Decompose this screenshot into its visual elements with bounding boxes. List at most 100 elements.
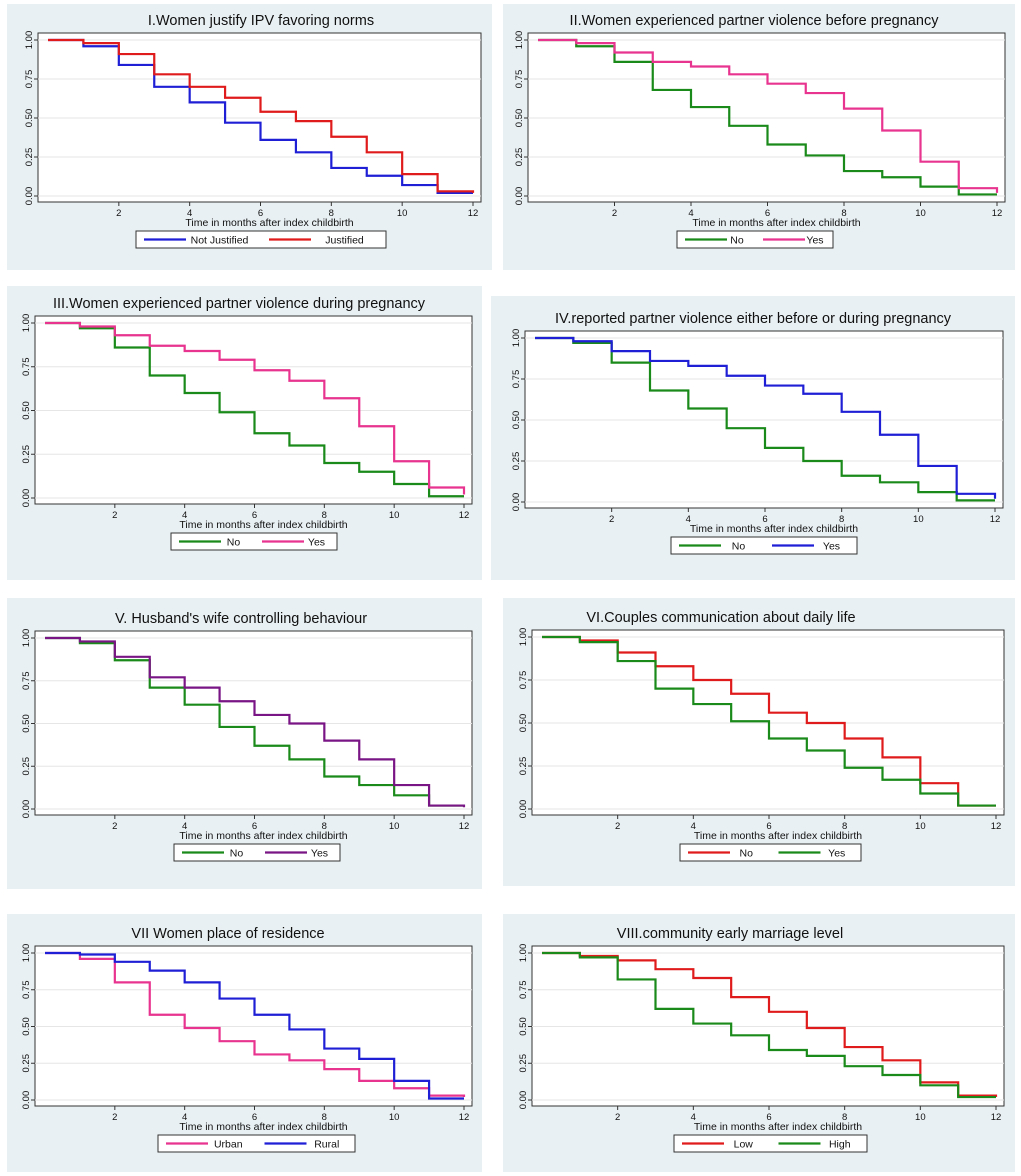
chart-title: IV.reported partner violence either befo… xyxy=(555,311,952,327)
series-line-yes xyxy=(45,636,466,808)
y-tick-label: 0.00 xyxy=(511,493,522,512)
chart-panel-8: VIII.community early marriage level 0.00 0… xyxy=(503,914,1015,1172)
y-tick-label: 1.00 xyxy=(21,314,32,333)
chart-legend: Urban Rural xyxy=(157,1134,356,1153)
km-chart-svg: IV.reported partner violence either befo… xyxy=(511,311,1004,555)
legend-box xyxy=(173,843,341,862)
x-tick-label: 4 xyxy=(182,510,187,521)
y-tick-label: 0.00 xyxy=(518,1091,529,1110)
x-tick-label: 12 xyxy=(459,1112,470,1123)
y-tick-label: 0.75 xyxy=(21,358,32,377)
series-line-high xyxy=(542,951,996,1099)
series-line-justified xyxy=(48,38,475,193)
legend-label: Yes xyxy=(823,541,840,553)
x-tick-label: 8 xyxy=(842,1112,847,1123)
y-tick-label: 0.50 xyxy=(21,401,32,420)
series-line-no xyxy=(45,321,464,498)
x-tick-label: 6 xyxy=(765,208,770,219)
legend-box xyxy=(670,536,858,555)
chart-panel-5: V. Husband's wife controlling behaviour 0… xyxy=(7,598,482,889)
x-tick-label: 10 xyxy=(915,821,926,832)
x-tick-label: 4 xyxy=(688,208,693,219)
y-tick-label: 0.25 xyxy=(511,452,522,471)
y-tick-label: 0.00 xyxy=(514,187,525,206)
y-tick-label: 0.00 xyxy=(24,187,35,206)
legend-label: Yes xyxy=(806,235,823,247)
y-tick-label: 0.75 xyxy=(21,981,32,1000)
x-tick-label: 12 xyxy=(991,821,1002,832)
legend-label: No xyxy=(732,541,746,553)
legend-label: Yes xyxy=(311,848,328,860)
legend-label: No xyxy=(230,848,244,860)
series-line-yes xyxy=(538,38,999,193)
y-tick-label: 0.50 xyxy=(518,1017,529,1036)
x-tick-label: 8 xyxy=(322,1112,327,1123)
y-tick-label: 1.00 xyxy=(21,944,32,963)
chart-title: VI.Couples communication about daily lif… xyxy=(586,610,855,626)
x-axis-label: Time in months after index childbirth xyxy=(694,830,862,842)
km-chart-svg: VI.Couples communication about daily lif… xyxy=(518,610,1005,862)
x-tick-label: 6 xyxy=(252,821,257,832)
x-tick-label: 8 xyxy=(839,514,844,525)
y-tick-label: 1.00 xyxy=(518,944,529,963)
y-tick-label: 0.25 xyxy=(24,148,35,167)
x-tick-label: 2 xyxy=(612,208,617,219)
x-tick-label: 6 xyxy=(766,1112,771,1123)
legend-label: Yes xyxy=(308,537,325,549)
x-tick-label: 8 xyxy=(841,208,846,219)
chart-title: II.Women experienced partner violence be… xyxy=(570,13,940,29)
series-line-yes xyxy=(45,321,466,495)
y-tick-label: 0.00 xyxy=(21,489,32,508)
y-tick-label: 0.75 xyxy=(24,70,35,89)
y-tick-label: 0.50 xyxy=(518,714,529,733)
chart-legend: No Yes xyxy=(173,843,341,862)
chart-legend: Not Justified Justified xyxy=(135,230,387,249)
chart-legend: No Yes xyxy=(170,532,338,551)
km-chart-svg: V. Husband's wife controlling behaviour 0… xyxy=(21,611,473,862)
x-axis-label: Time in months after index childbirth xyxy=(690,523,858,535)
x-tick-label: 10 xyxy=(389,510,400,521)
chart-panel-1: I.Women justify IPV favoring norms 0.00 0.… xyxy=(7,4,492,270)
x-tick-label: 2 xyxy=(112,1112,117,1123)
legend-box xyxy=(157,1134,356,1153)
x-tick-label: 12 xyxy=(991,1112,1002,1123)
series-line-yes xyxy=(535,336,997,499)
x-tick-label: 10 xyxy=(915,208,926,219)
x-tick-label: 10 xyxy=(915,1112,926,1123)
x-axis-label: Time in months after index childbirth xyxy=(694,1121,862,1133)
chart-panel-4: IV.reported partner violence either befo… xyxy=(491,296,1015,580)
series-line-no xyxy=(538,38,997,196)
y-tick-label: 0.50 xyxy=(514,109,525,128)
km-chart-svg: III.Women experienced partner violence d… xyxy=(21,296,473,551)
y-tick-label: 0.25 xyxy=(21,445,32,464)
y-tick-label: 0.25 xyxy=(21,757,32,776)
chart-panel-7: VII Women place of residence 0.00 0.25 0.50… xyxy=(7,914,482,1172)
x-tick-label: 6 xyxy=(766,821,771,832)
x-tick-label: 8 xyxy=(322,510,327,521)
y-tick-label: 0.75 xyxy=(514,70,525,89)
x-tick-label: 8 xyxy=(322,821,327,832)
y-tick-label: 0.50 xyxy=(511,411,522,430)
x-tick-label: 4 xyxy=(187,208,192,219)
x-axis-label: Time in months after index childbirth xyxy=(179,830,347,842)
y-tick-label: 0.75 xyxy=(518,671,529,690)
x-tick-label: 2 xyxy=(112,510,117,521)
x-tick-label: 12 xyxy=(459,821,470,832)
y-tick-label: 1.00 xyxy=(24,31,35,50)
y-tick-label: 1.00 xyxy=(518,628,529,647)
y-tick-label: 0.00 xyxy=(21,800,32,819)
y-tick-label: 1.00 xyxy=(21,629,32,648)
x-tick-label: 4 xyxy=(691,821,696,832)
y-tick-label: 0.50 xyxy=(21,1017,32,1036)
chart-title: III.Women experienced partner violence d… xyxy=(53,296,426,312)
chart-title: VII Women place of residence xyxy=(131,926,324,942)
legend-box xyxy=(673,1134,868,1153)
chart-legend: No Yes xyxy=(676,230,834,249)
x-tick-label: 10 xyxy=(389,821,400,832)
y-tick-label: 0.50 xyxy=(24,109,35,128)
chart-panel-2: II.Women experienced partner violence be… xyxy=(503,4,1015,270)
x-tick-label: 6 xyxy=(762,514,767,525)
x-tick-label: 4 xyxy=(691,1112,696,1123)
legend-label: Urban xyxy=(214,1139,243,1151)
x-tick-label: 2 xyxy=(116,208,121,219)
